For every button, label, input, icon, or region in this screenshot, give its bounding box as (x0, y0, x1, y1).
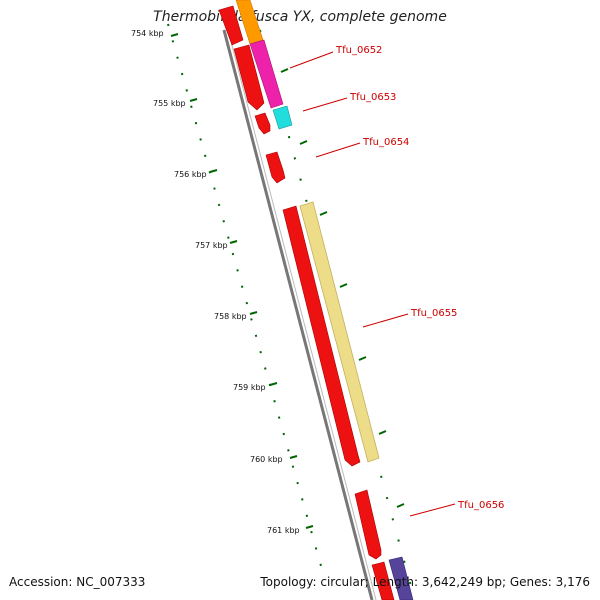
cds-magenta (249, 39, 284, 109)
gene-label-tfu0656: Tfu_0656 (457, 500, 504, 511)
gene-arrow-tfu0655 (282, 205, 361, 467)
gene-arrow (254, 112, 271, 135)
gene-label-tfu0652: Tfu_0652 (335, 45, 382, 56)
gene-label-tfu0654: Tfu_0654 (362, 137, 409, 148)
major-tick (170, 33, 179, 37)
gene-arrow (354, 489, 382, 560)
scale-labels: 754 kbp 755 kbp 756 kbp 757 kbp 758 kbp … (131, 29, 300, 535)
cds-features (235, 0, 414, 600)
cds-purple (388, 556, 414, 600)
leader-line (315, 142, 361, 158)
forward-genes (218, 5, 395, 600)
tick-label: 755 kbp (153, 99, 186, 108)
tick-label: 756 kbp (174, 170, 207, 179)
outer-track (259, 29, 413, 591)
scale-track (167, 23, 326, 581)
tick-label: 754 kbp (131, 29, 164, 38)
major-tick (189, 98, 198, 102)
major-tick (249, 311, 258, 315)
leader-line (302, 97, 348, 112)
tick-label: 757 kbp (195, 241, 228, 250)
gene-arrow (218, 5, 244, 46)
tick-label: 760 kbp (250, 455, 283, 464)
gene-arrow (265, 151, 286, 184)
tick-label: 759 kbp (233, 383, 266, 392)
cds-yellow-tfu0655 (299, 201, 380, 463)
cds-cyan (272, 105, 293, 130)
genome-stats-text: Topology: circular; Length: 3,642,249 bp… (260, 575, 590, 589)
backbone (222, 29, 377, 600)
gene-label-tfu0653: Tfu_0653 (349, 92, 396, 103)
tick-label: 758 kbp (214, 312, 247, 321)
major-tick (229, 240, 238, 244)
major-tick (289, 455, 298, 459)
major-tick (305, 525, 314, 529)
major-tick (269, 382, 278, 386)
leader-line (289, 51, 334, 69)
tick-label: 761 kbp (267, 526, 300, 535)
leader-line (409, 503, 456, 517)
gene-labels: Tfu_0652 Tfu_0653 Tfu_0654 Tfu_0655 Tfu_… (289, 45, 504, 517)
major-tick (209, 169, 218, 173)
gene-arrow (233, 44, 265, 111)
gene-label-tfu0655: Tfu_0655 (410, 308, 457, 319)
scale-track-line (167, 23, 326, 581)
gene-arrow (371, 561, 395, 600)
accession-text: Accession: NC_007333 (9, 575, 146, 589)
leader-line (362, 313, 409, 328)
